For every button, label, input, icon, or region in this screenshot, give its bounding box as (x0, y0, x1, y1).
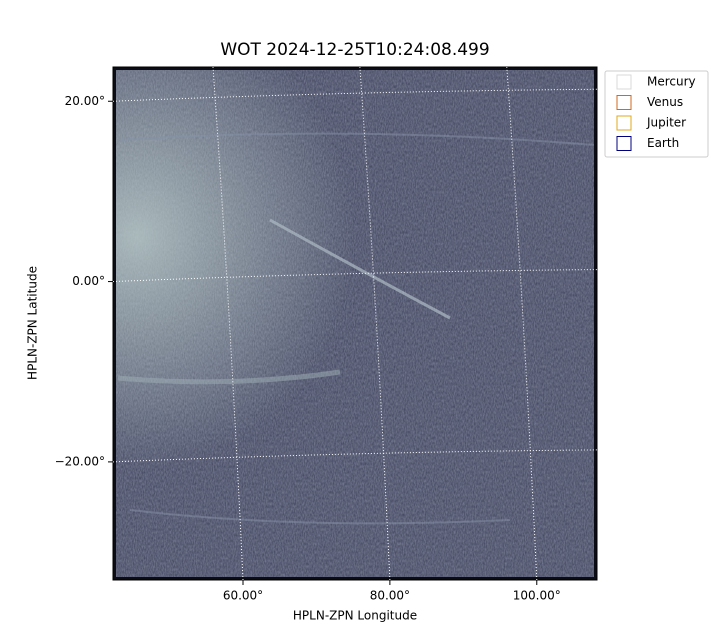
y-axis-label: HPLN-ZPN Latitude (26, 266, 40, 380)
legend-swatch (616, 115, 632, 131)
x-tick-label: 80.00° (370, 589, 410, 603)
legend-label: Jupiter (646, 116, 686, 130)
y-tick-label: 20.00° (65, 94, 105, 108)
legend-label: Earth (647, 136, 679, 150)
legend-swatch (616, 136, 632, 151)
y-tick-label: 0.00° (72, 274, 105, 288)
legend-label: Mercury (647, 75, 696, 89)
grid-line (113, 269, 597, 283)
legend-label: Venus (647, 95, 683, 109)
chart-title: WOT 2024-12-25T10:24:08.499 (220, 40, 489, 60)
legend-swatch (616, 74, 632, 90)
grid-line (113, 449, 597, 463)
plot-frame (112, 66, 598, 581)
x-tick-label: 60.00° (223, 589, 263, 603)
y-tick-label: −20.00° (55, 454, 105, 468)
x-axis-label: HPLN-ZPN Longitude (293, 609, 417, 623)
legend (604, 70, 709, 158)
grid-line (113, 88, 597, 102)
x-tick-label: 100.00° (513, 589, 561, 603)
image (113, 67, 597, 580)
legend-swatch (616, 95, 632, 110)
